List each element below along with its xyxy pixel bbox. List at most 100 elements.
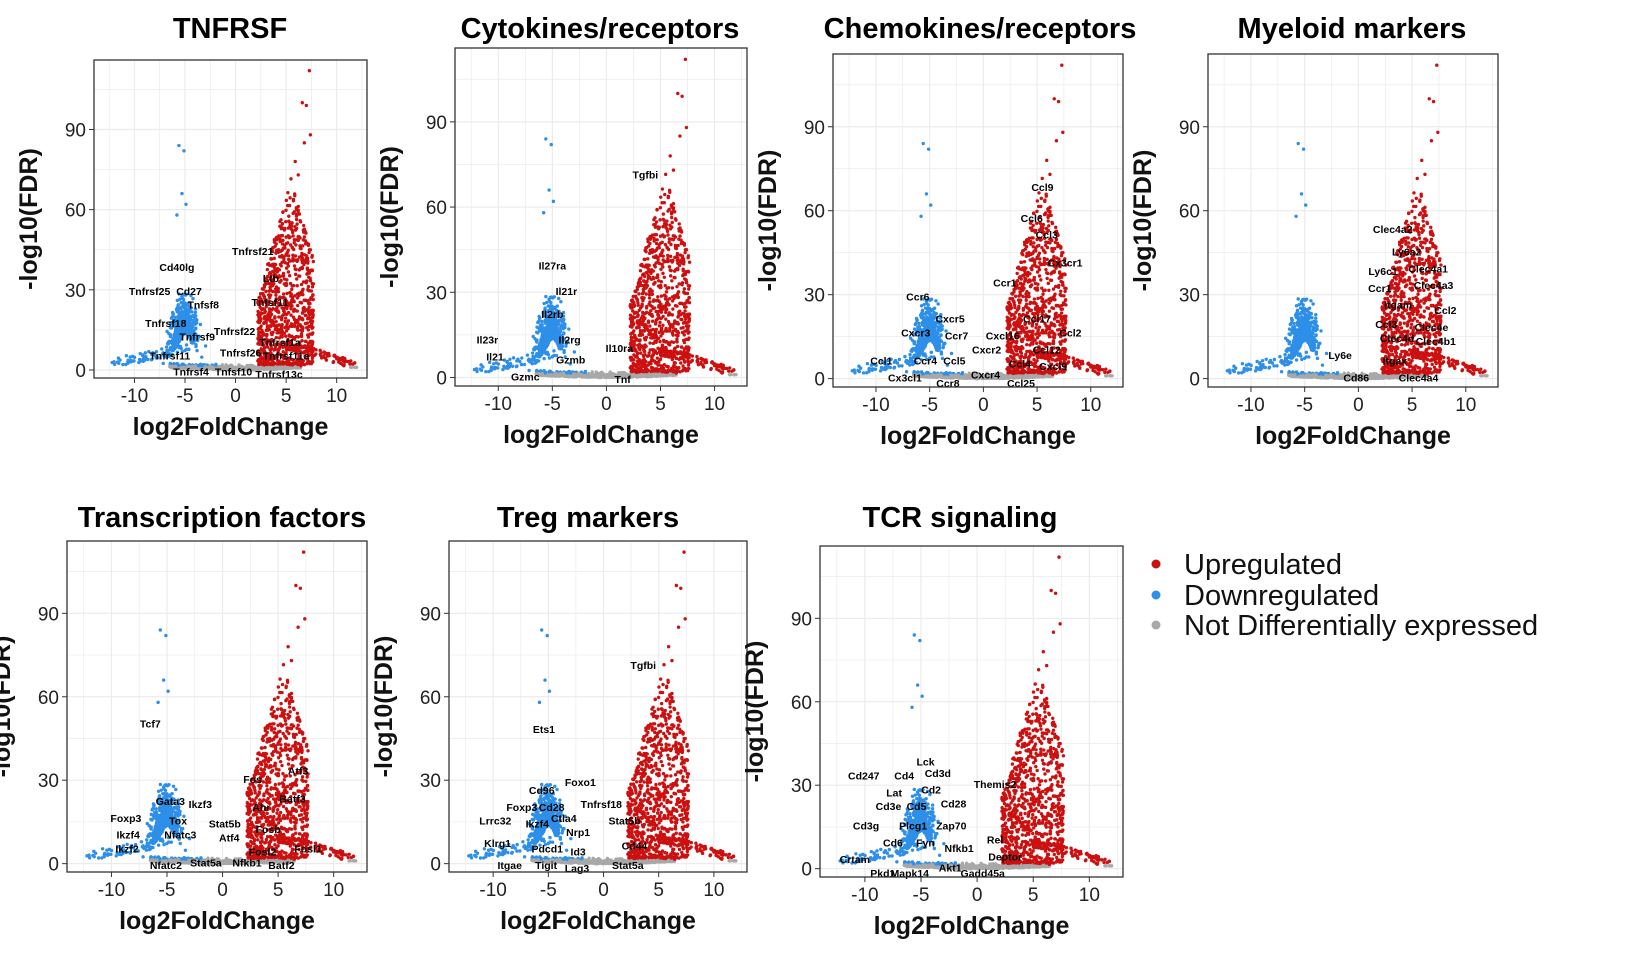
- data-point: [663, 347, 667, 352]
- data-point: [308, 301, 312, 306]
- data-point: [539, 343, 543, 347]
- data-point: [657, 303, 661, 308]
- data-point: [262, 285, 267, 289]
- data-point: [630, 331, 634, 335]
- data-point: [195, 348, 199, 353]
- data-point: [678, 356, 683, 361]
- data-point: [179, 305, 184, 309]
- data-point: [651, 299, 656, 304]
- data-point: [273, 287, 278, 291]
- gene-label: Gzmc: [511, 371, 540, 383]
- data-point: [654, 275, 659, 280]
- data-point: [474, 367, 479, 371]
- data-point: [668, 154, 672, 158]
- data-point: [283, 316, 288, 320]
- data-point: [684, 125, 689, 130]
- data-point: [274, 308, 278, 313]
- data-point: [284, 219, 288, 224]
- gene-label: Ltb: [263, 273, 279, 285]
- data-point: [687, 318, 691, 323]
- gene-label: Tnfrsf22: [214, 326, 256, 338]
- data-point: [309, 296, 314, 300]
- data-point: [634, 337, 639, 342]
- data-point: [638, 339, 642, 343]
- data-point: [343, 360, 347, 364]
- data-point: [297, 317, 301, 321]
- data-point: [643, 257, 647, 262]
- x-tick-label: -10: [121, 386, 148, 407]
- data-point: [665, 298, 670, 302]
- data-point: [666, 233, 670, 237]
- data-point: [635, 311, 639, 315]
- gene-label: Tnfsf10: [215, 366, 253, 378]
- data-point: [659, 279, 663, 284]
- data-point: [637, 373, 641, 377]
- data-point: [595, 374, 600, 379]
- data-point: [283, 319, 287, 324]
- data-point: [670, 260, 674, 264]
- data-point: [308, 276, 312, 280]
- data-point: [286, 270, 291, 274]
- data-point: [655, 246, 660, 250]
- data-point: [303, 229, 308, 234]
- data-point: [300, 244, 305, 248]
- data-point: [652, 239, 656, 243]
- data-point: [684, 278, 688, 282]
- data-point: [648, 303, 653, 308]
- data-point: [292, 283, 296, 288]
- data-point: [535, 351, 539, 356]
- data-point: [305, 259, 310, 264]
- data-point: [175, 213, 179, 217]
- data-point: [635, 287, 639, 292]
- data-point: [312, 347, 316, 351]
- data-point: [668, 274, 673, 278]
- data-point: [669, 210, 674, 214]
- data-point: [680, 94, 684, 98]
- data-point: [656, 363, 660, 367]
- x-tick-label: 10: [704, 394, 725, 415]
- gene-label: Tnfrsf25: [129, 286, 171, 298]
- data-point: [658, 234, 663, 238]
- data-point: [478, 367, 482, 371]
- data-point: [542, 337, 547, 342]
- data-point: [668, 190, 672, 194]
- data-point: [651, 269, 655, 273]
- data-point: [287, 214, 291, 218]
- data-point: [655, 367, 659, 371]
- data-point: [549, 142, 553, 147]
- data-point: [121, 362, 125, 367]
- data-point: [678, 134, 682, 138]
- gene-label: Tnfrsf13c: [255, 369, 302, 381]
- data-point: [667, 368, 672, 373]
- data-point: [675, 284, 679, 289]
- data-point: [296, 204, 300, 209]
- data-point: [727, 366, 732, 370]
- data-point: [536, 359, 541, 363]
- data-point: [284, 235, 288, 239]
- data-point: [641, 287, 646, 292]
- data-point: [650, 233, 655, 237]
- data-point: [586, 374, 590, 378]
- data-point: [594, 370, 598, 374]
- data-point: [555, 321, 559, 325]
- data-point: [642, 349, 647, 353]
- data-point: [260, 328, 264, 333]
- data-point: [288, 224, 292, 228]
- data-point: [561, 327, 565, 331]
- data-point: [277, 268, 282, 272]
- panel-title: Cytokines/receptors: [461, 13, 740, 45]
- data-point: [544, 351, 548, 356]
- data-point: [544, 137, 548, 141]
- data-point: [656, 346, 660, 351]
- data-point: [294, 217, 299, 222]
- x-axis-label: log2FoldChange: [503, 421, 699, 449]
- data-point: [184, 202, 188, 207]
- data-point: [180, 191, 184, 196]
- data-point: [175, 309, 179, 314]
- data-point: [522, 362, 527, 367]
- data-point: [676, 243, 680, 248]
- data-point: [670, 220, 674, 225]
- gene-label: Il2rg: [559, 334, 581, 346]
- data-point: [286, 241, 290, 245]
- data-point: [709, 366, 713, 371]
